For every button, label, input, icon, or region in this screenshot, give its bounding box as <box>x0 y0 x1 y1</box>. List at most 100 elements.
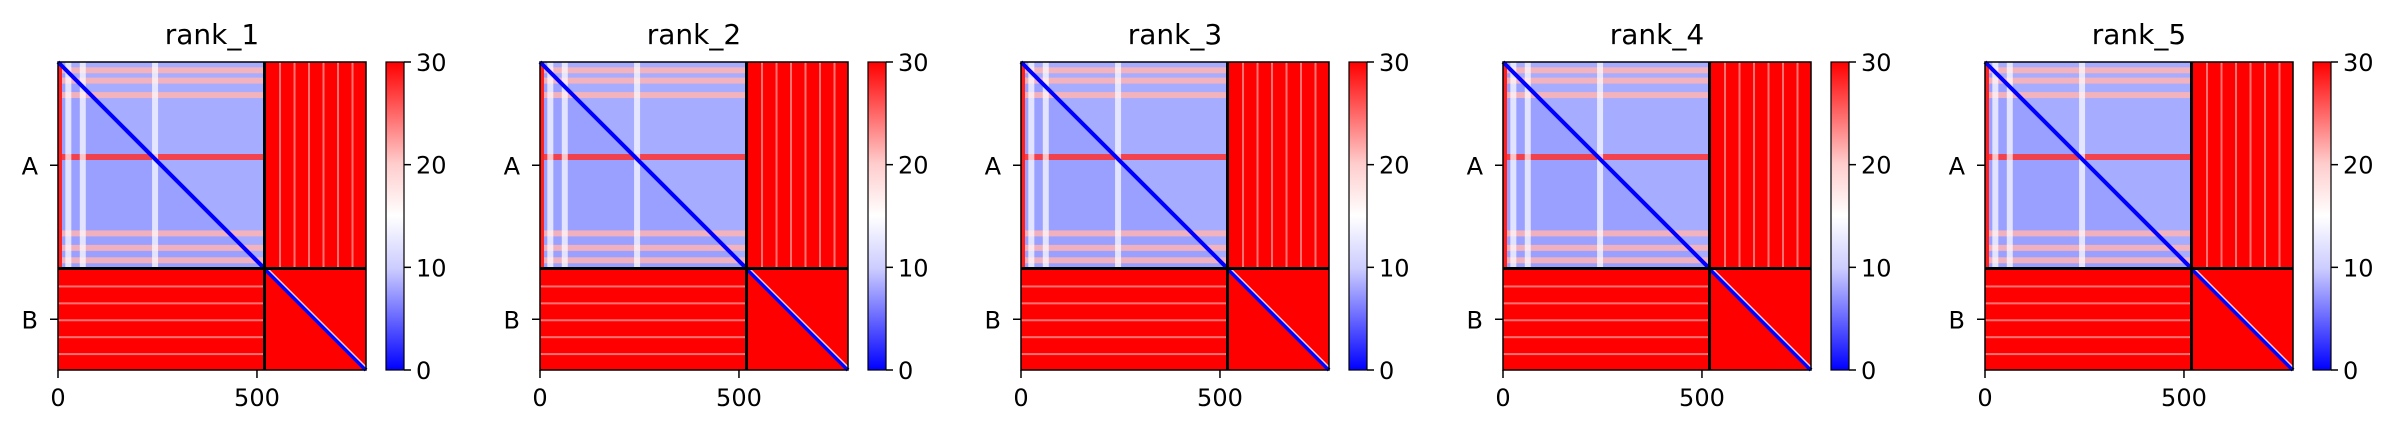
band-row <box>58 154 265 161</box>
band-col <box>79 62 86 269</box>
subplot-title: rank_2 <box>647 18 741 51</box>
band-row <box>1503 257 1710 264</box>
colorbar-tick-label: 20 <box>416 152 447 180</box>
streak-AB <box>1256 62 1259 269</box>
band-row <box>58 244 265 251</box>
x-tick-label: 0 <box>532 384 547 412</box>
streak-AB <box>2278 62 2281 269</box>
colorbar-tick-label: 0 <box>1379 357 1394 385</box>
colorbar-tick-label: 10 <box>898 254 929 282</box>
y-tick-label-A: A <box>504 152 521 180</box>
y-tick-label-B: B <box>22 306 38 334</box>
streak-AB <box>1242 62 1245 269</box>
streak-AB <box>1314 62 1317 269</box>
band-col <box>547 62 554 269</box>
band-row <box>1985 154 2192 161</box>
streak-BA <box>1985 319 2192 322</box>
band-col <box>561 62 568 269</box>
streak-AB <box>819 62 822 269</box>
streak-AB <box>1300 62 1303 269</box>
band-edge <box>1503 62 1507 269</box>
y-tick-label-B: B <box>504 306 520 334</box>
diagonal-B-halo <box>1229 267 1330 368</box>
band-col <box>65 62 72 269</box>
streak-BA <box>1503 302 1710 305</box>
band-row <box>1503 67 1710 74</box>
band-row <box>58 77 265 84</box>
colorbar <box>1348 61 1368 371</box>
diagonal-B <box>745 267 850 372</box>
band-row <box>1503 244 1710 251</box>
band-row <box>1503 77 1710 84</box>
block-AB <box>264 62 366 269</box>
x-tick-label: 0 <box>1013 384 1028 412</box>
diagonal-A <box>1983 60 2193 270</box>
diagonal-A <box>538 60 748 270</box>
y-tick-label-A: A <box>22 152 39 180</box>
band-col <box>1597 62 1604 269</box>
streak-AB <box>2206 62 2209 269</box>
streak-BA <box>58 319 265 322</box>
diagonal-B <box>2190 267 2295 372</box>
diagonal-B <box>1708 267 1813 372</box>
streak-AB <box>761 62 764 269</box>
streak-BA <box>1503 285 1710 288</box>
band-row <box>1021 244 1228 251</box>
band-col <box>1028 62 1035 269</box>
plot-frame <box>1984 61 2294 371</box>
band-col <box>1042 62 1049 269</box>
band-row <box>540 244 747 251</box>
streak-AB <box>1285 62 1288 269</box>
streak-AB <box>804 62 807 269</box>
colorbar-tick-label: 20 <box>1861 152 1892 180</box>
band-row <box>1021 77 1228 84</box>
band-row <box>1985 92 2192 99</box>
x-tick-label: 500 <box>716 384 762 412</box>
colorbar <box>385 61 405 371</box>
subplot-4: rank_4 A B 0 500 0 10 20 30 <box>1467 18 1892 412</box>
diagonal-B-halo <box>748 267 849 368</box>
band-col <box>1992 62 1999 269</box>
band-row <box>1021 154 1228 161</box>
colorbar-tick-label: 10 <box>1861 254 1892 282</box>
band-col <box>2006 62 2013 269</box>
streak-BA <box>540 336 747 339</box>
streak-AB <box>775 62 778 269</box>
colorbar-tick-label: 30 <box>1861 49 1892 77</box>
band-row <box>1021 67 1228 74</box>
y-tick-label-B: B <box>985 306 1001 334</box>
band-row <box>1503 230 1710 237</box>
diagonal-A <box>1501 60 1711 270</box>
colorbar-tick-label: 30 <box>416 49 447 77</box>
plot-frame <box>1020 61 1330 371</box>
streak-AB <box>2235 62 2238 269</box>
band-row <box>58 257 265 264</box>
streak-BA <box>1985 353 2192 356</box>
streak-BA <box>1021 302 1228 305</box>
colorbar <box>1830 61 1850 371</box>
streak-AB <box>351 62 354 269</box>
streak-AB <box>1738 62 1741 269</box>
subplot-5: rank_5 A B 0 500 0 10 20 30 <box>1949 18 2374 412</box>
subplot-title: rank_3 <box>1128 18 1222 51</box>
subplot-3: rank_3 A B 0 500 0 10 20 30 <box>985 18 1410 412</box>
streak-BA <box>1985 285 2192 288</box>
diagonal-B <box>1226 267 1331 372</box>
band-row <box>1503 154 1710 161</box>
subplot-2: rank_2 A B 0 500 0 10 20 30 <box>504 18 929 412</box>
streak-BA <box>1503 353 1710 356</box>
streak-AB <box>833 62 836 269</box>
band-row <box>1985 257 2192 264</box>
x-tick-label: 500 <box>234 384 280 412</box>
y-tick-label-A: A <box>1949 152 1966 180</box>
diagonal-B-halo <box>2193 267 2294 368</box>
x-tick-label: 0 <box>50 384 65 412</box>
streak-BA <box>1021 319 1228 322</box>
streak-AB <box>2264 62 2267 269</box>
streak-AB <box>1271 62 1274 269</box>
plot-frame <box>1502 61 1812 371</box>
block-AB <box>2191 62 2293 269</box>
streak-AB <box>1753 62 1756 269</box>
block-AB <box>1709 62 1811 269</box>
y-tick-label-A: A <box>1467 152 1484 180</box>
